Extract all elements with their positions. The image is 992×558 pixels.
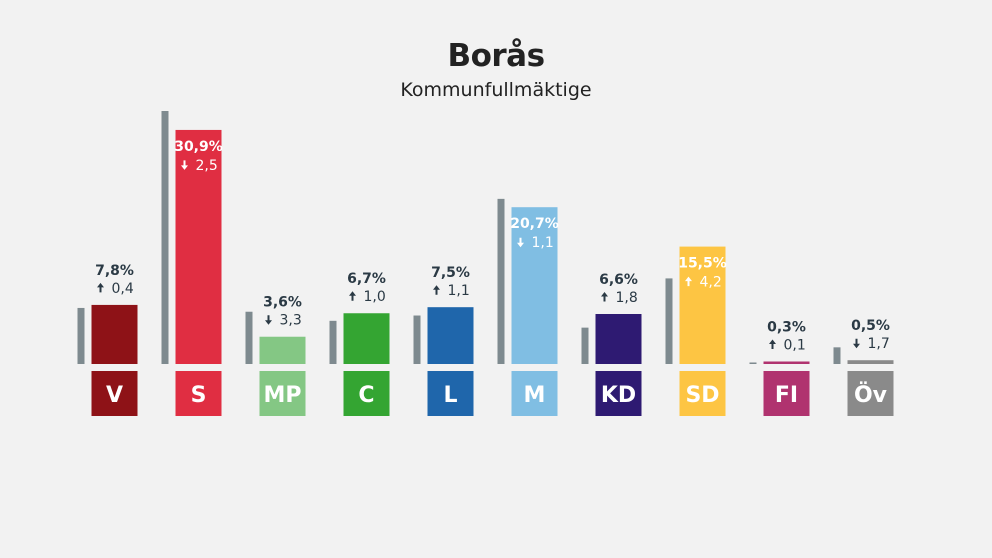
change-label-c: 1,0 [364,289,386,305]
party-box-mp [259,371,306,416]
change-arrow-ov [853,338,860,349]
value-label-sd: 15,5% [678,256,727,272]
party-box-m [511,371,558,416]
previous-bar-mp [245,311,253,364]
previous-bar-l [413,315,421,364]
value-label-c: 6,7% [347,271,386,287]
bar-v [91,304,138,364]
party-label-l: L [443,383,457,408]
party-label-fi: FI [775,383,798,408]
bar-l [427,307,474,364]
bar-ov [847,360,894,364]
party-box-sd [679,371,726,416]
party-label-v: V [106,383,123,408]
party-box-ov [847,371,894,416]
value-label-s: 30,9% [174,139,223,155]
value-label-v: 7,8% [95,263,134,279]
bar-c [343,313,390,364]
change-label-ov: 1,7 [868,336,890,352]
change-label-s: 2,5 [196,158,218,174]
value-label-mp: 3,6% [263,295,302,311]
previous-bar-ov [833,347,841,364]
change-arrow-c [349,291,356,301]
change-label-m: 1,1 [532,235,554,251]
change-arrow-s [181,160,188,170]
party-box-v [91,371,138,416]
value-label-kd: 6,6% [599,272,638,288]
previous-bar-c [329,320,337,364]
change-label-mp: 3,3 [280,313,302,329]
previous-bar-sd [665,278,673,364]
change-label-kd: 1,8 [616,290,638,306]
change-arrow-fi [769,339,776,349]
value-label-ov: 0,5% [851,318,890,334]
change-arrow-sd [685,276,692,287]
change-label-fi: 0,1 [784,338,806,354]
value-label-fi: 0,3% [767,320,806,336]
previous-bar-fi [749,362,757,364]
change-arrow-v [97,282,104,293]
previous-bar-s [161,111,169,364]
bar-kd [595,314,642,364]
previous-bar-v [77,307,85,364]
bar-s [175,129,222,364]
party-label-s: S [191,383,207,408]
party-label-c: C [358,383,374,408]
party-box-kd [595,371,642,416]
change-arrow-m [517,237,524,248]
party-box-fi [763,371,810,416]
chart-title: Borås [447,38,545,74]
bar-fi [763,361,810,364]
bar-mp [259,336,306,364]
change-label-l: 1,1 [448,283,470,299]
value-label-m: 20,7% [510,216,559,232]
previous-bar-m [497,198,505,364]
party-label-kd: KD [601,383,636,408]
change-label-sd: 4,2 [700,275,722,291]
bar-m [511,207,558,364]
bar-sd [679,246,726,364]
party-label-ov: Öv [854,382,888,408]
change-arrow-mp [265,315,272,325]
change-arrow-kd [601,292,608,302]
party-box-s [175,371,222,416]
value-label-l: 7,5% [431,265,470,281]
party-box-c [343,371,390,416]
chart-subtitle: Kommunfullmäktige [400,79,592,101]
party-label-sd: SD [685,383,719,408]
party-label-m: M [524,383,546,408]
party-label-mp: MP [263,383,301,408]
change-label-v: 0,4 [112,281,134,297]
party-box-l [427,371,474,416]
previous-bar-kd [581,327,589,364]
change-arrow-l [433,285,440,295]
